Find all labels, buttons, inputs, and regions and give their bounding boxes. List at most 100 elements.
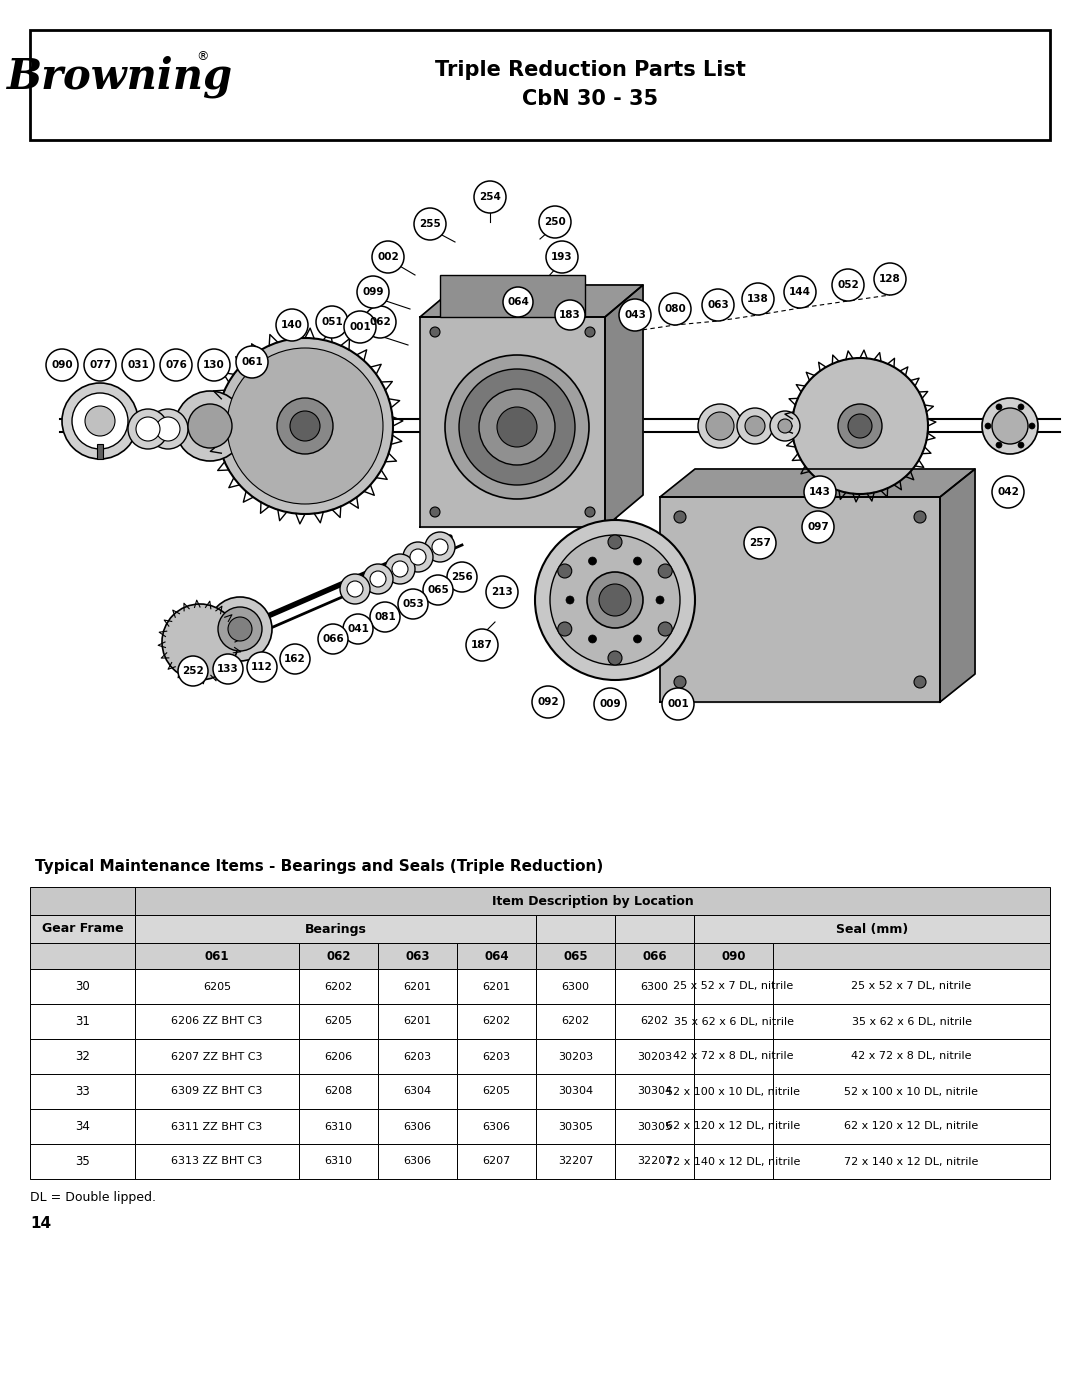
Circle shape (982, 398, 1038, 454)
Bar (378, 970, 457, 1004)
Text: 257: 257 (750, 538, 771, 548)
Text: 140: 140 (281, 320, 302, 330)
Text: 064: 064 (484, 950, 509, 963)
Text: 092: 092 (537, 697, 558, 707)
Text: 009: 009 (599, 698, 621, 710)
Text: Gear Frame: Gear Frame (42, 922, 123, 936)
Bar (135, 970, 299, 1004)
Text: 252: 252 (183, 666, 204, 676)
Circle shape (316, 306, 348, 338)
Circle shape (698, 404, 742, 448)
Bar (457, 970, 536, 1004)
Bar (135, 943, 299, 970)
Circle shape (217, 338, 393, 514)
Bar (773, 1144, 1050, 1179)
Bar (536, 970, 615, 1004)
Circle shape (588, 571, 643, 629)
Text: 32207: 32207 (557, 1157, 593, 1166)
Text: 133: 133 (217, 664, 239, 673)
Text: 042: 042 (997, 488, 1018, 497)
Text: 183: 183 (559, 310, 581, 320)
Circle shape (589, 557, 596, 564)
Circle shape (702, 289, 734, 321)
Text: 138: 138 (747, 293, 769, 305)
Circle shape (634, 636, 642, 643)
Circle shape (599, 584, 631, 616)
Bar (615, 1004, 694, 1039)
Circle shape (1029, 423, 1035, 429)
Text: 6309 ZZ BHT C3: 6309 ZZ BHT C3 (172, 1087, 262, 1097)
Text: 6202: 6202 (483, 1017, 511, 1027)
Text: 6306: 6306 (483, 1122, 511, 1132)
Text: 6313 ZZ BHT C3: 6313 ZZ BHT C3 (172, 1157, 262, 1166)
Text: 30305: 30305 (637, 1122, 672, 1132)
Bar (694, 970, 773, 1004)
Circle shape (1018, 404, 1024, 409)
Circle shape (445, 355, 589, 499)
Circle shape (136, 416, 160, 441)
Text: Typical Maintenance Items - Bearings and Seals (Triple Reduction): Typical Maintenance Items - Bearings and… (35, 859, 604, 875)
Circle shape (347, 581, 363, 597)
Circle shape (996, 404, 1002, 409)
Circle shape (228, 617, 252, 641)
Bar (97, 444, 103, 460)
Circle shape (399, 590, 428, 619)
Circle shape (497, 407, 537, 447)
Circle shape (480, 388, 555, 465)
Circle shape (985, 423, 991, 429)
Circle shape (459, 369, 575, 485)
Text: 041: 041 (347, 624, 369, 634)
Text: 6208: 6208 (324, 1087, 353, 1097)
Circle shape (778, 419, 792, 433)
Text: 6306: 6306 (404, 1122, 432, 1132)
Circle shape (555, 300, 585, 330)
Bar (457, 1039, 536, 1074)
Text: 42 x 72 x 8 DL, nitrile: 42 x 72 x 8 DL, nitrile (673, 1052, 794, 1062)
Bar (135, 1144, 299, 1179)
Circle shape (276, 398, 333, 454)
Bar (378, 943, 457, 970)
Bar (773, 943, 1050, 970)
Bar (378, 1074, 457, 1109)
Text: 061: 061 (241, 358, 262, 367)
Bar (536, 1109, 615, 1144)
Circle shape (291, 411, 320, 441)
Circle shape (465, 629, 498, 661)
Circle shape (363, 564, 393, 594)
Text: 33: 33 (76, 1085, 90, 1098)
Circle shape (566, 597, 573, 604)
Circle shape (662, 687, 694, 719)
Circle shape (546, 242, 578, 272)
Circle shape (340, 574, 370, 604)
Text: 001: 001 (667, 698, 689, 710)
Circle shape (208, 597, 272, 661)
Circle shape (410, 549, 426, 564)
Bar (773, 1109, 1050, 1144)
Text: 065: 065 (563, 950, 588, 963)
Text: ®: ® (195, 50, 208, 63)
Bar (378, 1144, 457, 1179)
Text: 6202: 6202 (324, 982, 353, 992)
Circle shape (276, 309, 308, 341)
Circle shape (550, 535, 680, 665)
Text: 6203: 6203 (404, 1052, 432, 1062)
Circle shape (674, 676, 686, 687)
Text: 061: 061 (205, 950, 229, 963)
Text: 72 x 140 x 12 DL, nitrile: 72 x 140 x 12 DL, nitrile (845, 1157, 978, 1166)
Circle shape (198, 349, 230, 381)
Circle shape (656, 597, 664, 604)
Bar (457, 1109, 536, 1144)
Text: 30: 30 (76, 981, 90, 993)
Circle shape (175, 391, 245, 461)
Bar (615, 970, 694, 1004)
Bar (457, 1074, 536, 1109)
Circle shape (188, 404, 232, 448)
Text: 001: 001 (349, 321, 370, 332)
Bar (615, 1109, 694, 1144)
Circle shape (1018, 441, 1024, 448)
Bar (30, 1004, 135, 1039)
Circle shape (392, 562, 408, 577)
Circle shape (802, 511, 834, 543)
Text: 6311 ZZ BHT C3: 6311 ZZ BHT C3 (172, 1122, 262, 1132)
Circle shape (914, 676, 926, 687)
